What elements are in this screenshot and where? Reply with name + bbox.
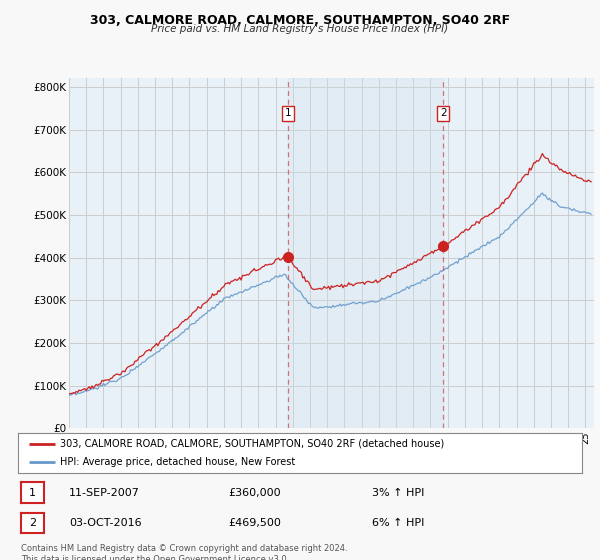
Text: Contains HM Land Registry data © Crown copyright and database right 2024.
This d: Contains HM Land Registry data © Crown c… — [21, 544, 347, 560]
Text: 1: 1 — [284, 109, 291, 118]
Text: 11-SEP-2007: 11-SEP-2007 — [69, 488, 140, 497]
Text: 1: 1 — [29, 488, 36, 497]
Text: 6% ↑ HPI: 6% ↑ HPI — [372, 519, 424, 528]
Text: 303, CALMORE ROAD, CALMORE, SOUTHAMPTON, SO40 2RF: 303, CALMORE ROAD, CALMORE, SOUTHAMPTON,… — [90, 14, 510, 27]
Text: £469,500: £469,500 — [228, 519, 281, 528]
Text: 03-OCT-2016: 03-OCT-2016 — [69, 519, 142, 528]
Text: 2: 2 — [29, 519, 36, 528]
Text: 3% ↑ HPI: 3% ↑ HPI — [372, 488, 424, 497]
Text: 303, CALMORE ROAD, CALMORE, SOUTHAMPTON, SO40 2RF (detached house): 303, CALMORE ROAD, CALMORE, SOUTHAMPTON,… — [60, 439, 445, 449]
Text: £360,000: £360,000 — [228, 488, 281, 497]
Text: Price paid vs. HM Land Registry's House Price Index (HPI): Price paid vs. HM Land Registry's House … — [151, 24, 449, 34]
Text: 2: 2 — [440, 109, 446, 118]
Text: HPI: Average price, detached house, New Forest: HPI: Average price, detached house, New … — [60, 458, 296, 467]
Bar — [288, 78, 443, 428]
